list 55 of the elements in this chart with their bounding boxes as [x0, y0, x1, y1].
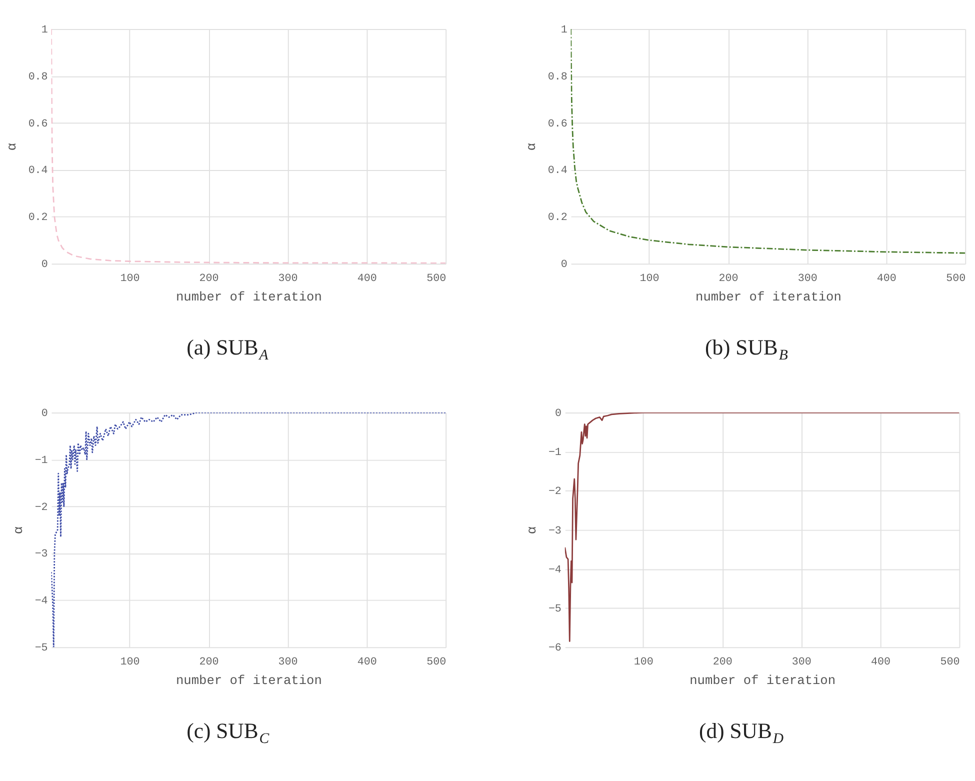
x-axis-title: number of iteration: [690, 673, 836, 688]
y-tick-label: −5: [34, 642, 48, 655]
y-tick-label: 1: [41, 24, 48, 36]
x-tick-label: 300: [278, 656, 298, 668]
y-axis-title: α: [524, 526, 540, 534]
y-tick-label: 0: [41, 408, 48, 420]
y-tick-label: 0.8: [28, 71, 48, 84]
x-axis-title: number of iteration: [176, 673, 322, 688]
x-tick-label: 400: [357, 656, 377, 668]
x-tick-label: 300: [792, 656, 812, 668]
y-tick-label: 0: [41, 259, 48, 272]
y-tick-label: −3: [34, 548, 48, 561]
x-tick-label: 200: [712, 656, 732, 668]
x-tick-label: 100: [634, 656, 654, 668]
y-tick-label: 0.8: [548, 71, 568, 84]
y-axis-title: α: [524, 142, 540, 151]
y-tick-label: −5: [548, 603, 562, 616]
x-tick-label: 400: [876, 272, 896, 285]
x-tick-label: 500: [940, 656, 960, 668]
x-tick-label: 200: [718, 272, 738, 285]
x-tick-label: 300: [798, 272, 818, 285]
y-tick-label: 0.6: [548, 118, 568, 130]
y-axis-title: α: [10, 526, 26, 534]
y-tick-label: 0: [560, 259, 568, 272]
x-tick-label: 200: [199, 656, 219, 668]
x-tick-label: 500: [946, 272, 966, 285]
y-axis-title: α: [4, 142, 20, 151]
x-tick-label: 500: [426, 656, 446, 668]
y-tick-label: −2: [34, 502, 48, 514]
y-tick-label: 0.6: [28, 118, 48, 130]
y-tick-label: 0.2: [28, 212, 48, 224]
y-tick-label: 0.4: [548, 165, 568, 178]
y-tick-label: −1: [548, 447, 562, 460]
x-axis-title: number of iteration: [696, 290, 842, 305]
y-tick-label: −4: [34, 596, 48, 608]
x-tick-label: 400: [870, 656, 890, 668]
x-tick-label: 100: [120, 272, 140, 285]
x-tick-label: 500: [426, 272, 446, 285]
y-tick-label: 1: [560, 24, 568, 36]
y-tick-label: 0.2: [548, 212, 568, 224]
y-tick-label: −6: [548, 642, 562, 655]
y-tick-label: 0.4: [28, 165, 48, 178]
line-series: [51, 412, 446, 648]
x-tick-label: 200: [199, 272, 219, 285]
line-series: [51, 29, 446, 264]
y-tick-label: −4: [548, 564, 562, 576]
x-tick-label: 300: [278, 272, 298, 285]
x-tick-label: 100: [640, 272, 660, 285]
x-axis-title: number of iteration: [176, 290, 322, 305]
y-tick-label: 0: [554, 408, 562, 420]
y-tick-label: −1: [34, 454, 48, 467]
y-tick-label: −2: [548, 486, 562, 498]
x-tick-label: 100: [120, 656, 140, 668]
x-tick-label: 400: [357, 272, 377, 285]
y-tick-label: −3: [548, 525, 562, 538]
